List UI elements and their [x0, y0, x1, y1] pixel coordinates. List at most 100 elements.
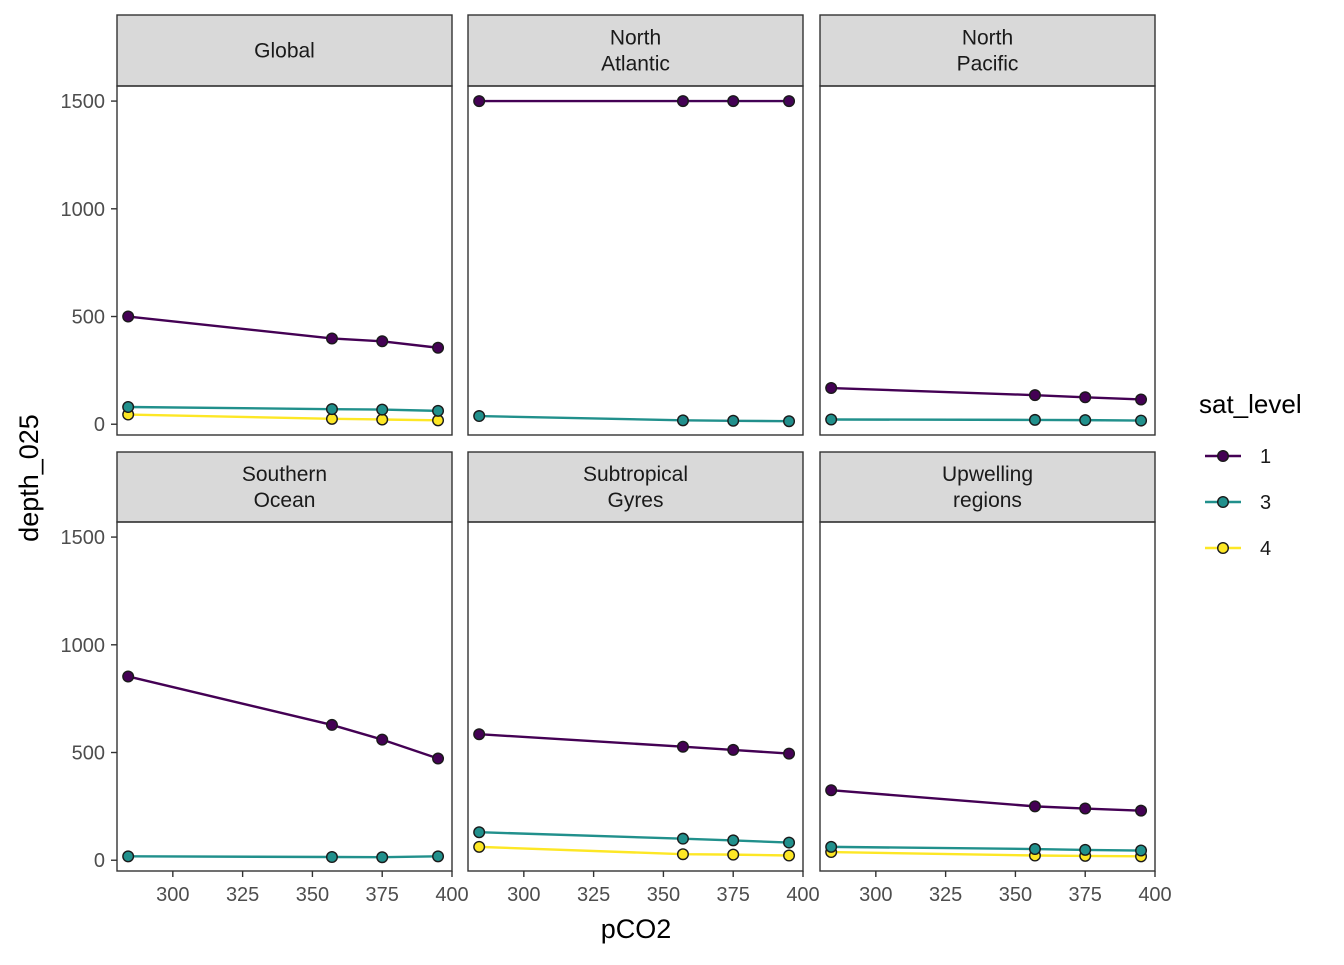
y-tick-label: 0	[94, 850, 105, 872]
series-line-sat-3	[128, 855, 439, 859]
data-point-sat-4	[727, 848, 740, 861]
facet-strip-label: Southern	[242, 463, 327, 486]
y-axis-title: depth_025	[14, 414, 44, 542]
facet-strip-label: Ocean	[254, 489, 316, 512]
series-line-sat-4	[479, 845, 790, 857]
data-point-sat-3	[783, 836, 796, 849]
y-tick-label: 1500	[61, 91, 106, 113]
facet-strip-label: Pacific	[957, 53, 1019, 76]
y-tick-label: 1000	[61, 199, 106, 221]
x-tick-label: 350	[999, 884, 1032, 906]
panel-border	[819, 85, 1156, 436]
series-line-sat-4	[831, 850, 1142, 858]
data-point-sat-3	[432, 850, 445, 863]
x-tick-label: 400	[1138, 884, 1171, 906]
series-line-sat-1	[128, 315, 439, 349]
data-point-sat-1	[1028, 800, 1041, 813]
facet-strip	[819, 451, 1156, 523]
legend-key-point	[1216, 450, 1229, 463]
data-point-sat-3	[1079, 843, 1092, 856]
x-tick-label: 375	[366, 884, 399, 906]
data-point-sat-3	[825, 413, 838, 426]
data-point-sat-1	[122, 310, 135, 323]
data-point-sat-1	[1079, 802, 1092, 815]
data-point-sat-3	[376, 403, 389, 416]
data-point-sat-4	[783, 849, 796, 862]
data-point-sat-1	[473, 95, 486, 108]
data-point-sat-3	[473, 826, 486, 839]
facet-strip	[116, 14, 453, 87]
data-point-sat-3	[376, 851, 389, 864]
data-point-sat-3	[1028, 843, 1041, 856]
x-tick-label: 325	[929, 884, 962, 906]
data-point-sat-3	[676, 832, 689, 845]
y-tick-label: 1500	[61, 527, 106, 549]
data-point-sat-1	[727, 743, 740, 756]
series-line-sat-3	[128, 405, 439, 413]
series-line-sat-1	[831, 386, 1142, 401]
x-tick-label: 325	[226, 884, 259, 906]
x-tick-label: 325	[577, 884, 610, 906]
data-point-sat-3	[325, 850, 338, 863]
facet-strip-label: regions	[953, 489, 1022, 512]
series-line-sat-3	[831, 845, 1142, 852]
data-point-sat-3	[1079, 414, 1092, 427]
series-line-sat-3	[831, 418, 1142, 422]
data-point-sat-1	[376, 335, 389, 348]
data-point-sat-3	[676, 414, 689, 427]
facet-strip-label: Atlantic	[601, 53, 670, 76]
panel-border	[116, 521, 453, 872]
data-point-sat-3	[727, 414, 740, 427]
facet-strip-label: Global	[254, 40, 315, 63]
series-line-sat-4	[128, 413, 439, 422]
facet-strip-label: North	[610, 27, 661, 50]
data-point-sat-3	[783, 415, 796, 428]
facet-strip	[819, 14, 1156, 87]
y-tick-label: 0	[94, 414, 105, 436]
legend: sat_level 1 3 4	[1199, 389, 1302, 560]
x-tick-label: 400	[786, 884, 819, 906]
facet-panel-4: Subtropical Gyres 300 325 350 375 400	[467, 451, 820, 906]
data-point-sat-3	[432, 404, 445, 417]
legend-key-point	[1216, 496, 1229, 509]
x-tick-label: 400	[435, 884, 468, 906]
panel-border	[819, 521, 1156, 872]
data-point-sat-1	[325, 718, 338, 731]
y-tick-label: 1000	[61, 635, 106, 657]
x-tick-label: 375	[717, 884, 750, 906]
data-point-sat-1	[783, 747, 796, 760]
data-point-sat-4	[676, 848, 689, 861]
data-point-sat-3	[473, 410, 486, 423]
data-point-sat-4	[473, 840, 486, 853]
data-point-sat-1	[825, 382, 838, 395]
legend-key-point	[1216, 542, 1229, 555]
data-point-sat-3	[825, 840, 838, 853]
data-point-sat-1	[1135, 804, 1148, 817]
data-point-sat-1	[473, 728, 486, 741]
series-line-sat-3	[479, 414, 790, 423]
x-tick-label: 300	[859, 884, 892, 906]
x-tick-label: 350	[647, 884, 680, 906]
series-line-sat-1	[127, 675, 439, 760]
data-point-sat-1	[432, 752, 445, 765]
data-point-sat-1	[676, 740, 689, 753]
facet-strip	[467, 14, 804, 87]
panel-border	[467, 521, 804, 872]
facet-strip-label: North	[962, 27, 1013, 50]
panel-border	[116, 85, 453, 436]
data-point-sat-1	[376, 733, 389, 746]
x-tick-label: 375	[1069, 884, 1102, 906]
facet-strip-label: Subtropical	[583, 463, 688, 486]
x-tick-label: 350	[296, 884, 329, 906]
facet-strip-label: Gyres	[607, 489, 663, 512]
x-axis-title: pCO2	[601, 914, 672, 944]
x-tick-label: 300	[507, 884, 540, 906]
legend-label: 3	[1260, 492, 1271, 514]
series-line-sat-3	[479, 831, 790, 844]
data-point-sat-3	[1135, 844, 1148, 857]
facet-panel-2: North Pacific	[819, 14, 1156, 436]
data-point-sat-1	[432, 341, 445, 354]
facet-panel-3: Southern Ocean 0 500 1000 1500 300 325 350 375 400	[61, 451, 469, 906]
data-point-sat-1	[122, 670, 135, 683]
